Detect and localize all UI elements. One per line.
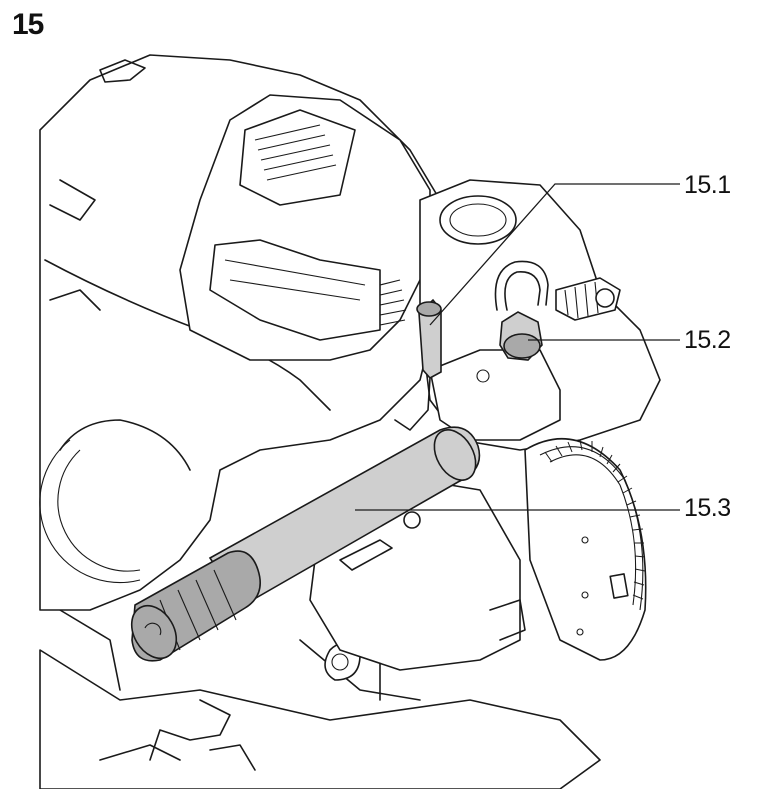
motor-housing (179, 94, 431, 361)
clamp-bow (494, 260, 549, 311)
handle (130, 426, 481, 662)
figure-number: 15 (12, 8, 44, 41)
bevel-scale (524, 437, 647, 661)
leader-15-1 (429, 183, 680, 326)
callout-label-15-3: 15.3 (684, 494, 731, 522)
callout-leaders (355, 183, 680, 511)
clamping-knob (499, 311, 543, 361)
pivot-housing (419, 179, 661, 451)
bevel-scale-ticks (544, 439, 646, 600)
bevel-adjuster (555, 277, 621, 321)
callout-label-15-1: 15.1 (684, 171, 731, 199)
callout-label-15-2: 15.2 (684, 326, 731, 354)
